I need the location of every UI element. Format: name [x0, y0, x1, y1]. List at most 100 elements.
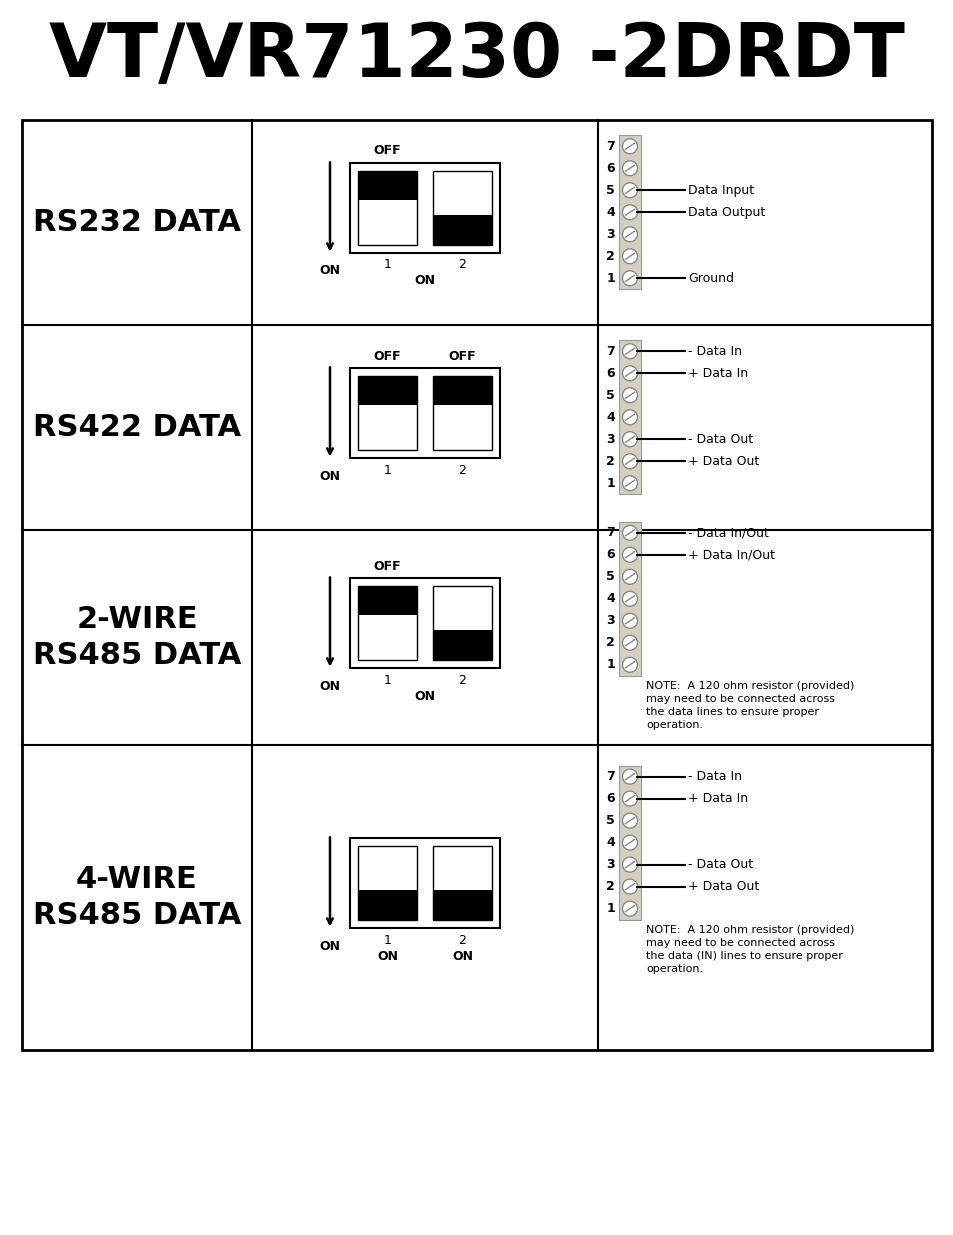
Bar	[357, 170, 416, 200]
Circle shape	[622, 657, 637, 672]
Circle shape	[622, 227, 637, 242]
Bar	[433, 585, 492, 659]
Text: + Data In/Out: + Data In/Out	[687, 548, 774, 561]
Text: OFF: OFF	[374, 350, 401, 363]
Bar	[433, 215, 492, 245]
Text: - Data In: - Data In	[687, 345, 741, 358]
Text: ON: ON	[376, 950, 397, 962]
Text: 4: 4	[605, 411, 615, 424]
Text: OFF: OFF	[374, 559, 401, 573]
Circle shape	[622, 857, 637, 872]
Circle shape	[622, 138, 637, 153]
Text: ON: ON	[452, 950, 473, 962]
Bar	[357, 890, 416, 920]
Text: OFF: OFF	[448, 350, 476, 363]
Text: 3: 3	[606, 858, 615, 871]
Circle shape	[622, 569, 637, 584]
Circle shape	[622, 475, 637, 490]
Circle shape	[622, 592, 637, 606]
Text: 7: 7	[605, 526, 615, 540]
Text: 5: 5	[605, 184, 615, 196]
Circle shape	[622, 547, 637, 562]
Text: 5: 5	[605, 814, 615, 827]
Text: 5: 5	[605, 571, 615, 583]
Text: 1: 1	[383, 934, 391, 946]
Text: 1: 1	[383, 463, 391, 477]
Text: - Data Out: - Data Out	[687, 858, 752, 871]
Circle shape	[622, 161, 637, 175]
Text: 2: 2	[605, 636, 615, 650]
Text: 7: 7	[605, 771, 615, 783]
Circle shape	[622, 769, 637, 784]
Circle shape	[622, 879, 637, 894]
Text: 2: 2	[605, 881, 615, 893]
Bar	[433, 846, 492, 920]
Text: 4: 4	[605, 593, 615, 605]
Text: + Data In: + Data In	[687, 367, 747, 379]
Text: 6: 6	[606, 367, 615, 379]
Bar	[618, 522, 640, 676]
Text: 2: 2	[458, 673, 466, 687]
Bar	[350, 163, 499, 252]
Text: 6: 6	[606, 792, 615, 805]
Text: ON: ON	[319, 940, 340, 952]
Circle shape	[622, 792, 637, 806]
Bar	[350, 368, 499, 457]
Text: 5: 5	[605, 389, 615, 401]
Text: + Data Out: + Data Out	[687, 454, 759, 468]
Text: 7: 7	[605, 140, 615, 153]
Text: RS232 DATA: RS232 DATA	[33, 207, 241, 237]
Text: Data Input: Data Input	[687, 184, 753, 196]
Text: 2-WIRE
RS485 DATA: 2-WIRE RS485 DATA	[32, 605, 241, 669]
Circle shape	[622, 366, 637, 380]
Text: RS422 DATA: RS422 DATA	[33, 412, 241, 442]
Bar	[357, 585, 416, 659]
Text: 4: 4	[605, 206, 615, 219]
Text: 4: 4	[605, 836, 615, 850]
Bar	[357, 375, 416, 450]
Bar	[357, 846, 416, 920]
Text: NOTE:  A 120 ohm resistor (provided)
may need to be connected across
the data li: NOTE: A 120 ohm resistor (provided) may …	[645, 680, 854, 730]
Circle shape	[622, 410, 637, 425]
Text: ON: ON	[414, 274, 435, 288]
Text: 3: 3	[606, 227, 615, 241]
Text: 2: 2	[458, 934, 466, 946]
Text: 4-WIRE
RS485 DATA: 4-WIRE RS485 DATA	[32, 864, 241, 930]
Text: ON: ON	[319, 264, 340, 278]
Bar	[433, 375, 492, 450]
Circle shape	[622, 248, 637, 264]
Circle shape	[622, 813, 637, 829]
Text: OFF: OFF	[374, 144, 401, 158]
Text: 3: 3	[606, 432, 615, 446]
Circle shape	[622, 432, 637, 447]
Text: 3: 3	[606, 614, 615, 627]
Bar	[357, 375, 416, 405]
Text: + Data Out: + Data Out	[687, 881, 759, 893]
Text: - Data In: - Data In	[687, 771, 741, 783]
Circle shape	[622, 183, 637, 198]
Text: ON: ON	[414, 689, 435, 703]
Text: ON: ON	[319, 469, 340, 483]
Text: VT/VR71230 -2DRDT: VT/VR71230 -2DRDT	[49, 21, 904, 94]
Text: 2: 2	[605, 249, 615, 263]
Text: + Data In: + Data In	[687, 792, 747, 805]
Bar	[433, 170, 492, 245]
Text: 2: 2	[458, 258, 466, 272]
Text: 6: 6	[606, 548, 615, 561]
Circle shape	[622, 525, 637, 540]
Text: 1: 1	[605, 902, 615, 915]
Circle shape	[622, 270, 637, 285]
Bar	[618, 136, 640, 289]
Bar	[350, 578, 499, 667]
Circle shape	[622, 453, 637, 469]
Text: 7: 7	[605, 345, 615, 358]
Circle shape	[622, 902, 637, 916]
Bar	[433, 890, 492, 920]
Bar	[433, 375, 492, 405]
Text: 1: 1	[383, 258, 391, 272]
Text: 2: 2	[605, 454, 615, 468]
Text: Data Output: Data Output	[687, 206, 764, 219]
Circle shape	[622, 614, 637, 629]
Text: 2: 2	[458, 463, 466, 477]
Circle shape	[622, 388, 637, 403]
